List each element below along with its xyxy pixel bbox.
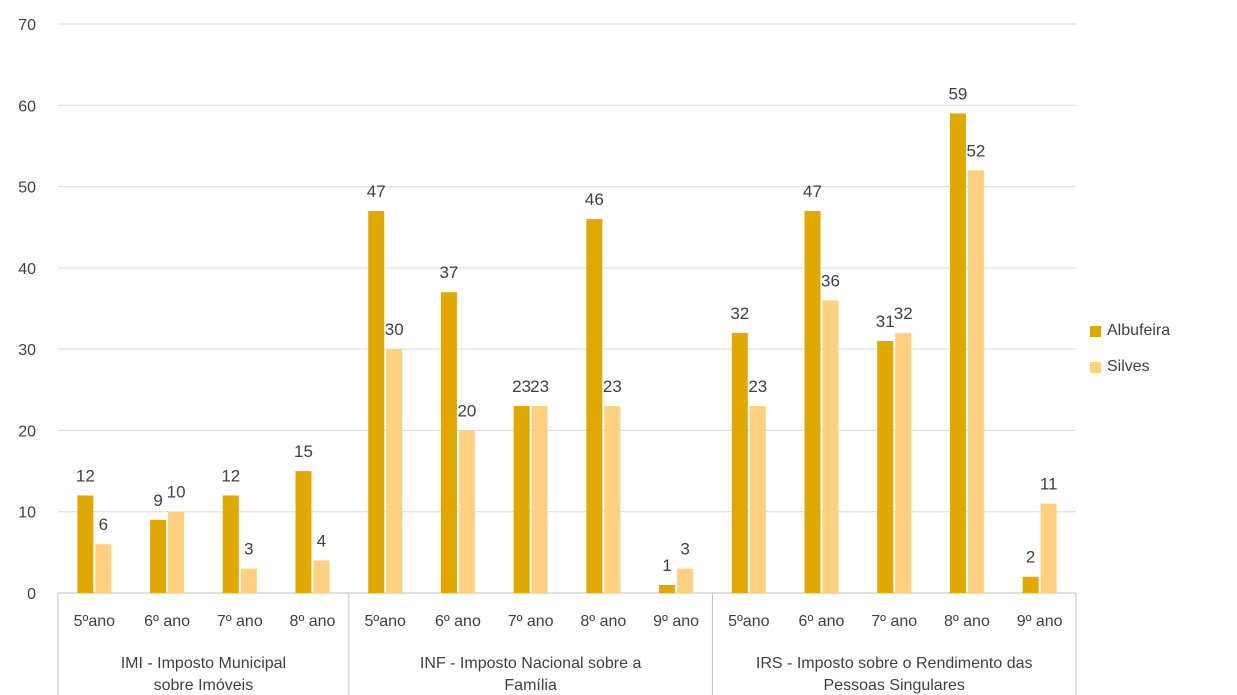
bar-albufeira-12 bbox=[949, 113, 966, 594]
bar-silves-11 bbox=[895, 332, 912, 593]
data-label-albufeira-6: 23 bbox=[512, 377, 531, 396]
data-label-silves-3: 4 bbox=[317, 531, 326, 550]
data-label-silves-1: 10 bbox=[167, 483, 186, 502]
data-label-albufeira-10: 47 bbox=[803, 182, 822, 201]
x-category-label-5: 6º ano bbox=[435, 613, 481, 630]
x-category-label-3: 8º ano bbox=[290, 613, 336, 630]
bar-silves-2 bbox=[240, 568, 257, 593]
bar-albufeira-5 bbox=[440, 292, 457, 593]
bar-albufeira-7 bbox=[586, 219, 603, 594]
bar-silves-5 bbox=[458, 430, 475, 593]
legend-swatch-silves bbox=[1090, 361, 1101, 373]
x-category-label-1: 6º ano bbox=[144, 613, 190, 630]
data-label-albufeira-9: 32 bbox=[730, 304, 749, 323]
bar-silves-4 bbox=[386, 349, 403, 593]
bar-albufeira-8 bbox=[659, 584, 676, 593]
y-tick-label-60: 60 bbox=[18, 98, 36, 115]
x-category-label-10: 6º ano bbox=[799, 613, 845, 630]
data-label-albufeira-4: 47 bbox=[367, 182, 386, 201]
data-label-albufeira-13: 2 bbox=[1026, 548, 1035, 567]
bar-albufeira-13 bbox=[1022, 576, 1039, 593]
data-label-silves-12: 52 bbox=[966, 141, 985, 160]
legend-item-albufeira: Albufeira bbox=[1090, 322, 1170, 340]
bar-albufeira-9 bbox=[731, 332, 748, 593]
legend-label-albufeira: Albufeira bbox=[1107, 322, 1171, 339]
bar-silves-6 bbox=[531, 406, 548, 593]
y-tick-label-10: 10 bbox=[18, 505, 36, 522]
group-label-0: IMI - Imposto Municipal sobre Imóveis bbox=[121, 655, 286, 694]
bar-albufeira-6 bbox=[513, 406, 530, 593]
y-tick-label-40: 40 bbox=[18, 261, 36, 278]
data-label-albufeira-11: 31 bbox=[876, 312, 895, 331]
bar-silves-0 bbox=[95, 544, 112, 593]
data-label-albufeira-5: 37 bbox=[439, 263, 458, 282]
x-category-label-13: 9º ano bbox=[1017, 613, 1063, 630]
bar-silves-12 bbox=[967, 170, 984, 594]
data-label-silves-8: 3 bbox=[680, 540, 689, 559]
data-label-silves-6: 23 bbox=[530, 377, 549, 396]
x-category-label-6: 7º ano bbox=[508, 613, 554, 630]
y-tick-label-0: 0 bbox=[27, 586, 36, 603]
bar-albufeira-3 bbox=[295, 471, 312, 593]
legend-item-silves: Silves bbox=[1090, 358, 1170, 376]
bar-silves-1 bbox=[168, 511, 185, 593]
data-label-silves-9: 23 bbox=[748, 377, 767, 396]
data-label-albufeira-12: 59 bbox=[948, 84, 967, 103]
x-category-label-2: 7º ano bbox=[217, 613, 263, 630]
bar-silves-9 bbox=[749, 406, 766, 593]
bar-silves-8 bbox=[677, 568, 694, 593]
bar-albufeira-10 bbox=[804, 210, 821, 593]
bar-albufeira-11 bbox=[877, 341, 894, 593]
bar-silves-10 bbox=[822, 300, 839, 593]
bar-albufeira-1 bbox=[150, 519, 167, 593]
x-category-label-12: 8º ano bbox=[944, 613, 990, 630]
data-label-albufeira-2: 12 bbox=[221, 466, 240, 485]
x-category-label-4: 5ºano bbox=[364, 613, 406, 630]
legend-label-silves: Silves bbox=[1107, 358, 1150, 375]
legend-swatch-albufeira bbox=[1090, 325, 1101, 337]
group-label-2: IRS - Imposto sobre o Rendimento das Pess… bbox=[756, 655, 1033, 694]
bar-albufeira-4 bbox=[368, 210, 385, 593]
x-category-label-9: 5ºano bbox=[728, 613, 770, 630]
data-label-silves-7: 23 bbox=[603, 377, 622, 396]
y-tick-label-70: 70 bbox=[18, 17, 36, 34]
bar-albufeira-2 bbox=[222, 495, 239, 593]
data-label-silves-2: 3 bbox=[244, 540, 253, 559]
data-label-silves-0: 6 bbox=[99, 515, 108, 534]
data-label-silves-5: 20 bbox=[457, 401, 476, 420]
x-category-label-11: 7º ano bbox=[871, 613, 917, 630]
bar-silves-7 bbox=[604, 406, 621, 593]
bar-silves-13 bbox=[1040, 503, 1057, 593]
bar-albufeira-0 bbox=[77, 495, 94, 593]
legend: Albufeira Silves bbox=[1090, 322, 1170, 394]
data-label-silves-11: 32 bbox=[894, 304, 913, 323]
x-category-label-0: 5ºano bbox=[74, 613, 116, 630]
data-label-silves-13: 11 bbox=[1040, 475, 1058, 494]
data-label-albufeira-8: 1 bbox=[662, 556, 671, 575]
group-label-1: INF - Imposto Nacional sobre a Família bbox=[420, 655, 642, 694]
data-label-silves-4: 30 bbox=[385, 320, 404, 339]
x-category-label-7: 8º ano bbox=[580, 613, 626, 630]
data-label-albufeira-7: 46 bbox=[585, 190, 604, 209]
data-label-albufeira-3: 15 bbox=[294, 442, 313, 461]
y-tick-label-50: 50 bbox=[18, 180, 36, 197]
data-label-silves-10: 36 bbox=[821, 271, 840, 290]
data-label-albufeira-0: 12 bbox=[76, 466, 95, 485]
y-tick-label-30: 30 bbox=[18, 342, 36, 359]
bar-silves-3 bbox=[313, 560, 330, 593]
x-category-label-8: 9º ano bbox=[653, 613, 699, 630]
data-label-albufeira-1: 9 bbox=[153, 491, 162, 510]
y-tick-label-20: 20 bbox=[18, 423, 36, 440]
